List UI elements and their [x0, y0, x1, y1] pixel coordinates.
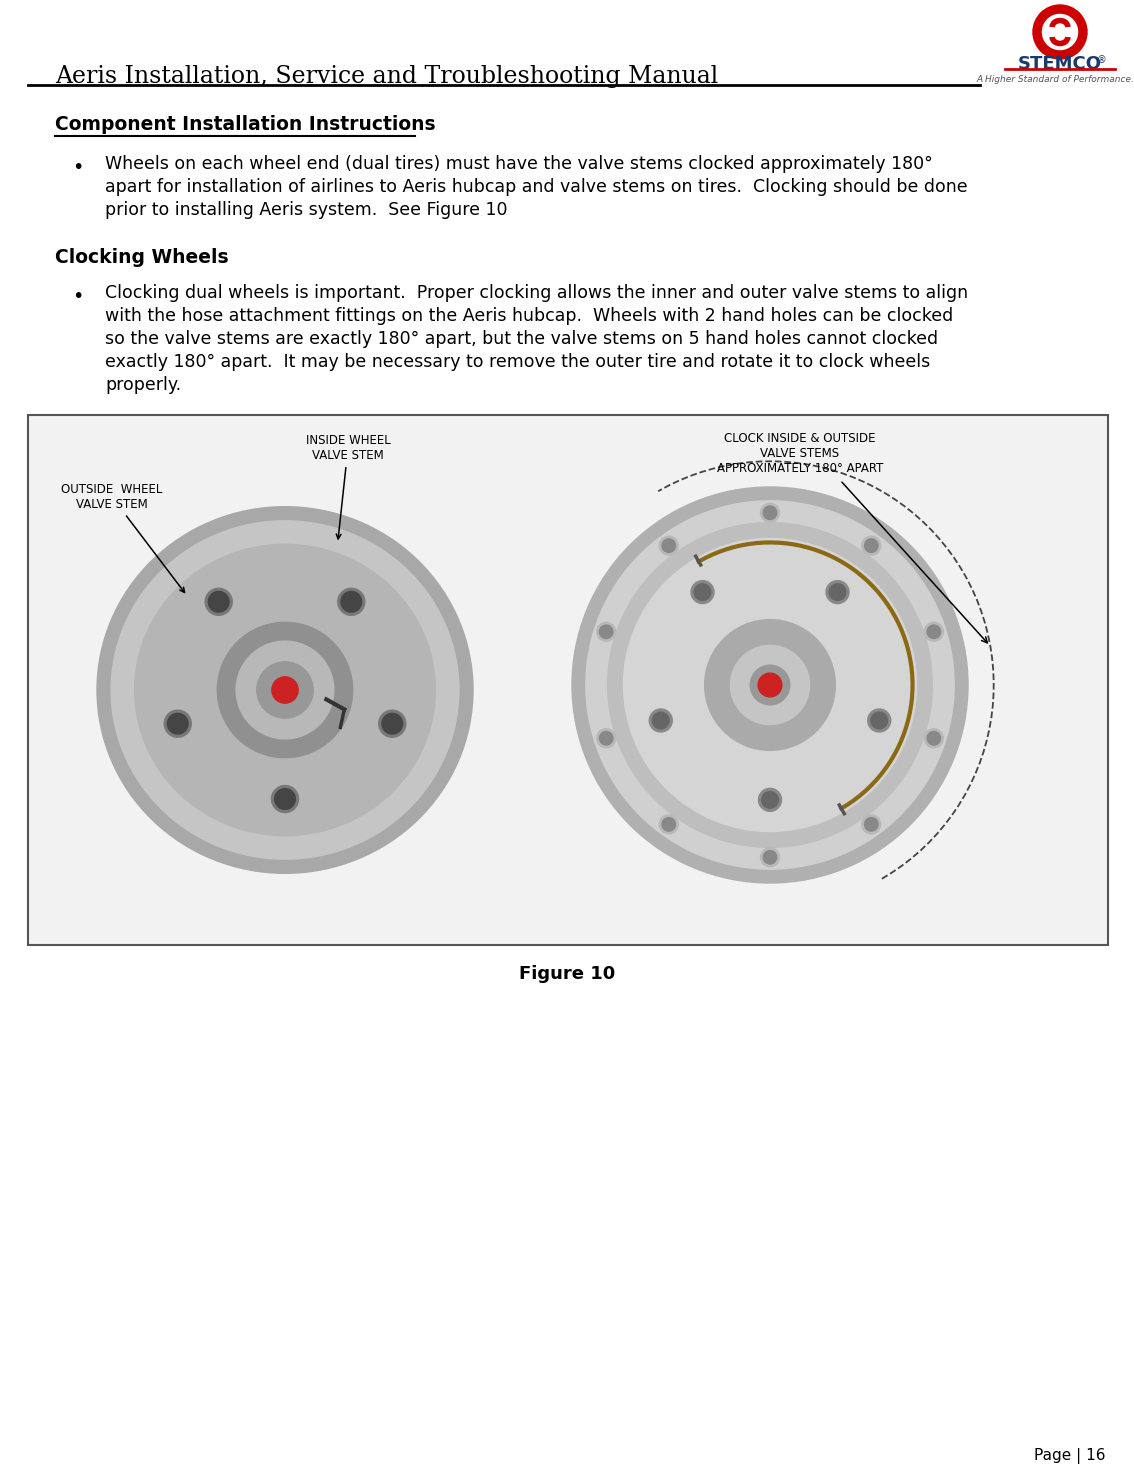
Circle shape [272, 677, 298, 704]
Circle shape [662, 818, 676, 831]
Circle shape [662, 539, 676, 553]
Circle shape [826, 581, 849, 604]
Circle shape [924, 729, 943, 748]
Circle shape [256, 661, 313, 718]
Circle shape [650, 710, 672, 732]
Circle shape [624, 538, 916, 831]
Circle shape [659, 537, 678, 556]
Text: apart for installation of airlines to Aeris hubcap and valve stems on tires.  Cl: apart for installation of airlines to Ae… [105, 177, 967, 196]
Circle shape [751, 666, 789, 705]
Circle shape [341, 591, 362, 613]
Text: Aeris Installation, Service and Troubleshooting Manual: Aeris Installation, Service and Troubles… [56, 65, 718, 88]
Circle shape [868, 710, 890, 732]
Circle shape [762, 792, 778, 808]
Ellipse shape [135, 544, 435, 836]
Text: Clocking dual wheels is important.  Proper clocking allows the inner and outer v: Clocking dual wheels is important. Prope… [105, 284, 968, 302]
Circle shape [862, 815, 881, 834]
Circle shape [763, 850, 777, 863]
Circle shape [659, 815, 678, 834]
Text: STEMCO: STEMCO [1018, 56, 1102, 73]
Circle shape [338, 588, 365, 616]
Circle shape [694, 583, 711, 601]
Text: OUTSIDE  WHEEL
VALVE STEM: OUTSIDE WHEEL VALVE STEM [61, 482, 185, 592]
Circle shape [871, 712, 888, 729]
Text: CLOCK INSIDE & OUTSIDE
VALVE STEMS
APPROXIMATELY 180° APART: CLOCK INSIDE & OUTSIDE VALVE STEMS APPRO… [717, 432, 883, 475]
Circle shape [763, 506, 777, 519]
Circle shape [600, 732, 612, 745]
Text: A Higher Standard of Performance.®: A Higher Standard of Performance.® [976, 75, 1134, 84]
Text: Wheels on each wheel end (dual tires) must have the valve stems clocked approxim: Wheels on each wheel end (dual tires) mu… [105, 155, 933, 173]
Circle shape [572, 487, 968, 883]
Text: prior to installing Aeris system.  See Figure 10: prior to installing Aeris system. See Fi… [105, 201, 508, 218]
Circle shape [596, 622, 616, 641]
Text: Figure 10: Figure 10 [519, 965, 615, 984]
Text: •: • [71, 158, 84, 177]
Circle shape [862, 537, 881, 556]
Circle shape [218, 623, 353, 758]
Circle shape [586, 501, 954, 869]
Bar [28, 415, 1108, 946]
Circle shape [236, 641, 333, 739]
Text: •: • [71, 287, 84, 306]
Text: ®: ® [1097, 56, 1107, 65]
Circle shape [829, 583, 846, 601]
Circle shape [209, 591, 229, 613]
Circle shape [691, 581, 714, 604]
Text: Component Installation Instructions: Component Installation Instructions [56, 114, 435, 133]
Circle shape [864, 818, 878, 831]
Text: properly.: properly. [105, 375, 181, 394]
Text: Clocking Wheels: Clocking Wheels [56, 248, 229, 267]
Circle shape [205, 588, 232, 616]
Circle shape [271, 786, 298, 812]
Circle shape [864, 539, 878, 553]
Circle shape [928, 732, 940, 745]
Circle shape [164, 710, 192, 737]
Circle shape [1042, 15, 1077, 50]
Circle shape [608, 523, 932, 847]
Circle shape [1033, 4, 1088, 59]
Circle shape [596, 729, 616, 748]
Text: exactly 180° apart.  It may be necessary to remove the outer tire and rotate it : exactly 180° apart. It may be necessary … [105, 353, 930, 371]
Circle shape [379, 710, 406, 737]
Circle shape [759, 789, 781, 811]
Circle shape [704, 620, 836, 751]
Circle shape [600, 625, 612, 639]
Text: with the hose attachment fittings on the Aeris hubcap.  Wheels with 2 hand holes: with the hose attachment fittings on the… [105, 306, 954, 325]
Ellipse shape [98, 507, 473, 874]
Text: Page | 16: Page | 16 [1033, 1448, 1105, 1465]
Circle shape [759, 673, 781, 696]
Circle shape [924, 622, 943, 641]
Circle shape [652, 712, 669, 729]
Text: INSIDE WHEEL
VALVE STEM: INSIDE WHEEL VALVE STEM [306, 434, 390, 539]
Circle shape [928, 625, 940, 639]
Circle shape [761, 847, 779, 866]
Text: so the valve stems are exactly 180° apart, but the valve stems on 5 hand holes c: so the valve stems are exactly 180° apar… [105, 330, 938, 347]
Circle shape [761, 503, 779, 522]
Ellipse shape [111, 520, 459, 859]
Circle shape [274, 789, 295, 809]
Circle shape [168, 714, 188, 734]
Circle shape [382, 714, 403, 734]
Circle shape [730, 645, 810, 724]
